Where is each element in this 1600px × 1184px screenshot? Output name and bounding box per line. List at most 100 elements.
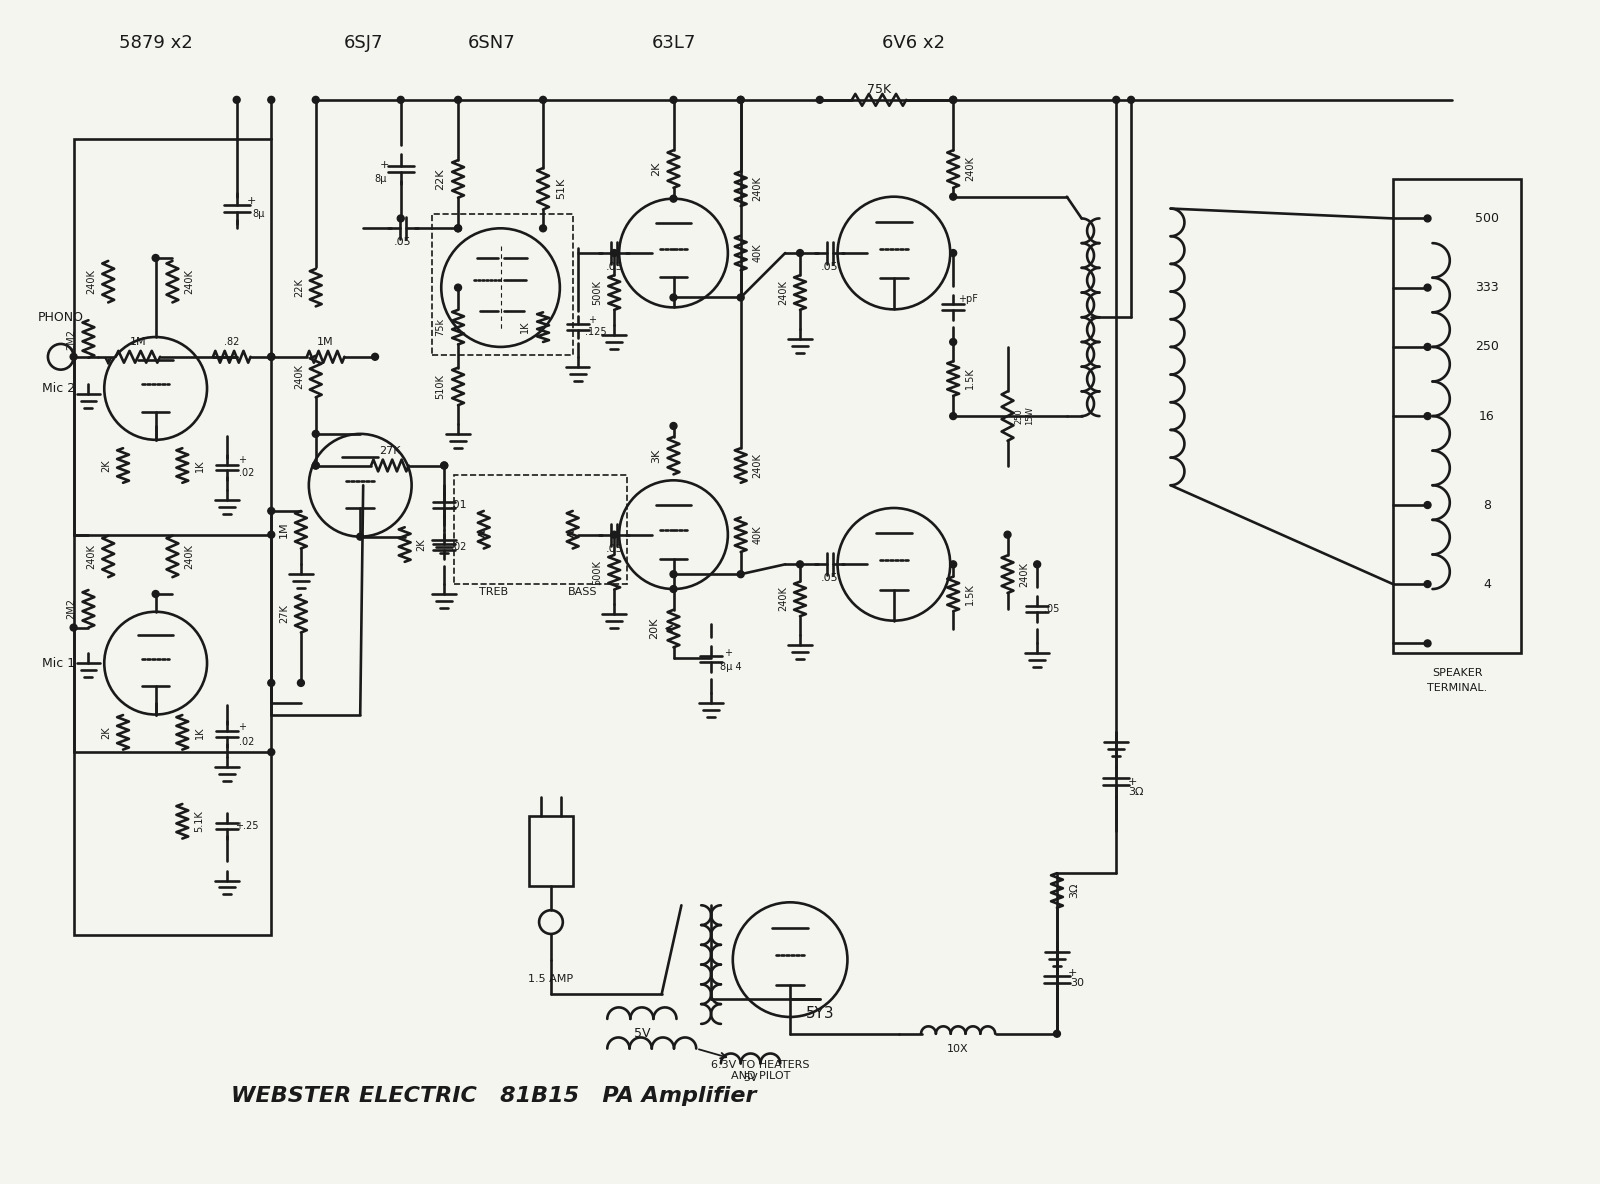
Text: 2M2: 2M2	[67, 598, 77, 619]
Text: SPEAKER: SPEAKER	[1432, 668, 1483, 678]
Text: .05: .05	[605, 262, 622, 272]
Text: 5879 x2: 5879 x2	[118, 33, 192, 52]
Circle shape	[950, 96, 957, 103]
Text: +pF: +pF	[958, 295, 978, 304]
Text: 240K: 240K	[778, 281, 789, 305]
Circle shape	[397, 215, 405, 221]
Text: 22K: 22K	[435, 168, 445, 189]
Text: .05: .05	[821, 262, 838, 272]
Text: 1M: 1M	[130, 337, 146, 347]
Circle shape	[738, 571, 744, 578]
Text: +: +	[238, 722, 246, 733]
Circle shape	[797, 561, 803, 568]
Circle shape	[1005, 532, 1011, 539]
Circle shape	[738, 96, 744, 103]
Circle shape	[1424, 215, 1430, 221]
Text: .125: .125	[584, 327, 606, 337]
Text: +.25: +.25	[235, 822, 258, 831]
Text: 8µ: 8µ	[253, 210, 264, 219]
Circle shape	[1424, 343, 1430, 350]
Circle shape	[670, 96, 677, 103]
Bar	[1394, 179, 1522, 654]
Text: 240K: 240K	[184, 269, 194, 294]
Text: 1.5 AMP: 1.5 AMP	[528, 974, 573, 984]
Circle shape	[670, 195, 677, 202]
Text: 510K: 510K	[435, 374, 445, 399]
Text: 75k: 75k	[435, 318, 445, 336]
Text: 6.3V TO HEATERS
AND PILOT: 6.3V TO HEATERS AND PILOT	[712, 1060, 810, 1081]
Circle shape	[816, 96, 824, 103]
Text: +: +	[723, 649, 731, 658]
Circle shape	[1424, 502, 1430, 508]
Bar	[432, 214, 573, 355]
Text: 333: 333	[1475, 281, 1499, 294]
Circle shape	[950, 561, 957, 568]
Text: 51K: 51K	[555, 178, 566, 199]
Text: 6SJ7: 6SJ7	[344, 33, 382, 52]
Circle shape	[70, 353, 77, 360]
Text: 6V6 x2: 6V6 x2	[882, 33, 946, 52]
Circle shape	[738, 96, 744, 103]
Circle shape	[357, 533, 363, 540]
Text: 2K: 2K	[101, 726, 112, 739]
Text: 63L7: 63L7	[651, 33, 696, 52]
Text: 16: 16	[1478, 410, 1494, 423]
Circle shape	[298, 680, 304, 687]
Text: 5.1K: 5.1K	[194, 810, 205, 832]
Circle shape	[950, 250, 957, 257]
Text: Mic 1: Mic 1	[42, 657, 75, 670]
Text: 8µ 4: 8µ 4	[720, 662, 742, 673]
Circle shape	[152, 255, 158, 262]
Text: .05: .05	[394, 237, 411, 247]
Circle shape	[267, 532, 275, 539]
Text: 40K: 40K	[752, 526, 763, 543]
Circle shape	[152, 591, 158, 598]
Circle shape	[670, 571, 677, 578]
Text: +: +	[1128, 777, 1136, 786]
Text: 10X: 10X	[947, 1043, 970, 1054]
Text: 1K: 1K	[195, 726, 205, 739]
Circle shape	[267, 680, 275, 687]
Circle shape	[611, 250, 618, 257]
Circle shape	[371, 353, 379, 360]
Circle shape	[454, 284, 461, 291]
Text: .05: .05	[605, 543, 622, 553]
Circle shape	[267, 353, 275, 360]
Circle shape	[797, 250, 803, 257]
Text: +: +	[246, 195, 256, 206]
Text: 240K: 240K	[1019, 561, 1029, 586]
Text: 240K: 240K	[752, 176, 763, 201]
Circle shape	[950, 413, 957, 419]
Circle shape	[950, 339, 957, 346]
Text: 8µ: 8µ	[374, 174, 387, 184]
Text: +: +	[238, 455, 246, 464]
Text: Mic 2: Mic 2	[42, 382, 75, 395]
Circle shape	[312, 462, 320, 469]
Circle shape	[312, 431, 320, 437]
Text: 2K: 2K	[416, 539, 427, 551]
Circle shape	[440, 462, 448, 469]
Text: 240K: 240K	[965, 156, 974, 181]
Text: TERMINAL.: TERMINAL.	[1427, 683, 1488, 693]
Text: +: +	[381, 160, 390, 170]
Circle shape	[670, 423, 677, 430]
Circle shape	[70, 624, 77, 631]
Text: WEBSTER ELECTRIC   81B15   PA Amplifier: WEBSTER ELECTRIC 81B15 PA Amplifier	[230, 1086, 757, 1106]
Text: 240K: 240K	[184, 543, 194, 568]
Text: 5Y3: 5Y3	[805, 1006, 834, 1022]
Text: 3Ω: 3Ω	[1128, 786, 1144, 797]
Text: 240K: 240K	[752, 453, 763, 478]
Text: 5V: 5V	[634, 1028, 650, 1041]
Text: 500K: 500K	[592, 560, 603, 585]
Circle shape	[1053, 1030, 1061, 1037]
Bar	[454, 476, 627, 584]
Text: 1M: 1M	[278, 521, 290, 538]
Text: 6SN7: 6SN7	[467, 33, 515, 52]
Text: 40K: 40K	[752, 244, 763, 263]
Text: 75K: 75K	[867, 83, 891, 96]
Text: 240K: 240K	[778, 586, 789, 611]
Text: .05: .05	[1045, 604, 1059, 613]
Circle shape	[611, 532, 618, 539]
Text: 8: 8	[1483, 498, 1491, 511]
Bar	[530, 816, 573, 886]
